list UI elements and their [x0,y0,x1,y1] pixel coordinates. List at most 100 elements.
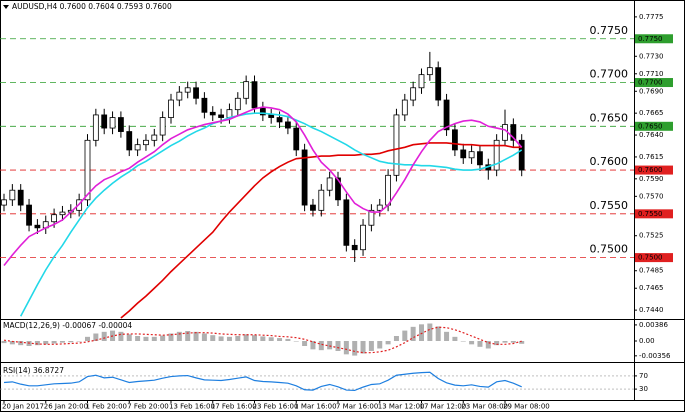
histogram-bar [226,336,232,341]
histogram-bar [318,341,324,351]
level-axis-label: 0.7750 [638,35,663,43]
candle-body [243,81,250,99]
candle-body [284,121,291,129]
candle-body [168,99,174,118]
level-axis-label: 0.7650 [638,122,663,130]
histogram-bar [34,341,40,346]
candle-body [343,199,350,246]
histogram-bar [268,337,274,341]
candle-body [318,189,325,211]
candle-body [418,74,425,89]
histogram-bar [168,333,174,341]
histogram-bar [419,324,424,341]
histogram-bar [277,338,283,341]
level-axis-box [635,34,673,44]
y-tick-label: 0.7570 [639,192,664,200]
histogram-bar [377,341,383,349]
histogram-bar [519,341,525,344]
histogram-bar [393,336,399,341]
candle-body [234,97,241,111]
y-tick-label: 0.7485 [639,267,664,275]
histogram-bar [293,341,299,342]
level-label: 0.7750 [590,24,629,37]
y-tick-label: 0.00 [639,337,655,345]
candle-body [268,114,275,118]
level-axis-box [635,78,673,88]
candle-body [401,99,408,116]
level-label: 0.7600 [590,155,629,168]
histogram-bar [368,341,374,351]
histogram-bar [218,336,224,341]
candle-body [101,114,108,129]
candle-body [251,81,258,109]
candle-body [109,117,116,129]
histogram-bar [9,341,15,345]
histogram-bar [252,335,257,341]
y-tick-label: 0.7710 [639,70,664,78]
y-tick-label: 30 [639,385,648,393]
histogram-bar [335,341,341,351]
histogram-bar [201,333,207,341]
candle-body [84,139,91,201]
candle-body [293,127,300,151]
x-tick-label: 17 Mar 12:00 [420,403,467,411]
candle-body [510,124,517,141]
y-tick-label: 70 [639,372,648,380]
panel-title: MACD(12,26,9) -0.00067 -0.00004 [3,321,132,330]
candle-body [59,211,66,216]
indicator-line [3,326,522,354]
y-tick-label: 0.7730 [639,52,664,60]
candle-body [151,134,158,141]
histogram-bar [385,341,391,345]
x-tick-label: 17 Feb 16:00 [211,403,257,411]
histogram-bar [43,341,49,345]
y-tick-label: 0.7640 [639,131,664,139]
histogram-bar [93,333,99,341]
candle-body [193,87,199,99]
histogram-bar [185,331,191,341]
histogram-bar [160,335,166,341]
histogram-bar [143,336,149,341]
level-axis-box [635,165,673,175]
candle-body [159,117,166,136]
indicator-line [3,371,522,392]
y-tick-label: 0.7690 [639,87,664,95]
candle-body [17,189,24,206]
y-tick-label: 0.7525 [639,232,664,240]
candle-body [310,204,316,211]
histogram-bar [310,341,316,350]
y-tick-label: 0.00386 [639,321,668,329]
candle-body [134,144,141,151]
histogram-bar [51,341,57,344]
level-axis-label: 0.7550 [638,210,663,218]
candle-body [443,99,450,131]
candle-body [335,177,341,201]
candle-body [184,87,191,93]
candle-body [518,139,525,171]
symbol-dropdown-icon[interactable] [3,5,9,9]
histogram-bar [18,341,24,346]
histogram-bar [135,336,141,341]
candle-body [176,91,183,101]
candle-body [360,224,366,251]
histogram-bar [85,336,90,341]
histogram-bar [510,341,516,343]
candle-body [34,224,41,229]
candle-body [301,149,308,206]
x-tick-label: 23 Feb 16:00 [253,403,299,411]
candle-body [468,151,475,159]
candle-body [351,244,358,251]
histogram-bar [59,341,65,343]
candle-body [276,117,283,123]
histogram-bar [126,334,132,341]
histogram-bar [327,341,333,350]
histogram-bar [452,336,458,341]
histogram-bar [343,341,349,355]
candle-body [1,199,7,206]
candle-body [410,87,417,101]
candle-body [218,114,225,118]
histogram-bar [302,341,308,346]
x-tick-label: 1 Mar 16:00 [294,403,336,411]
histogram-bar [1,341,7,344]
